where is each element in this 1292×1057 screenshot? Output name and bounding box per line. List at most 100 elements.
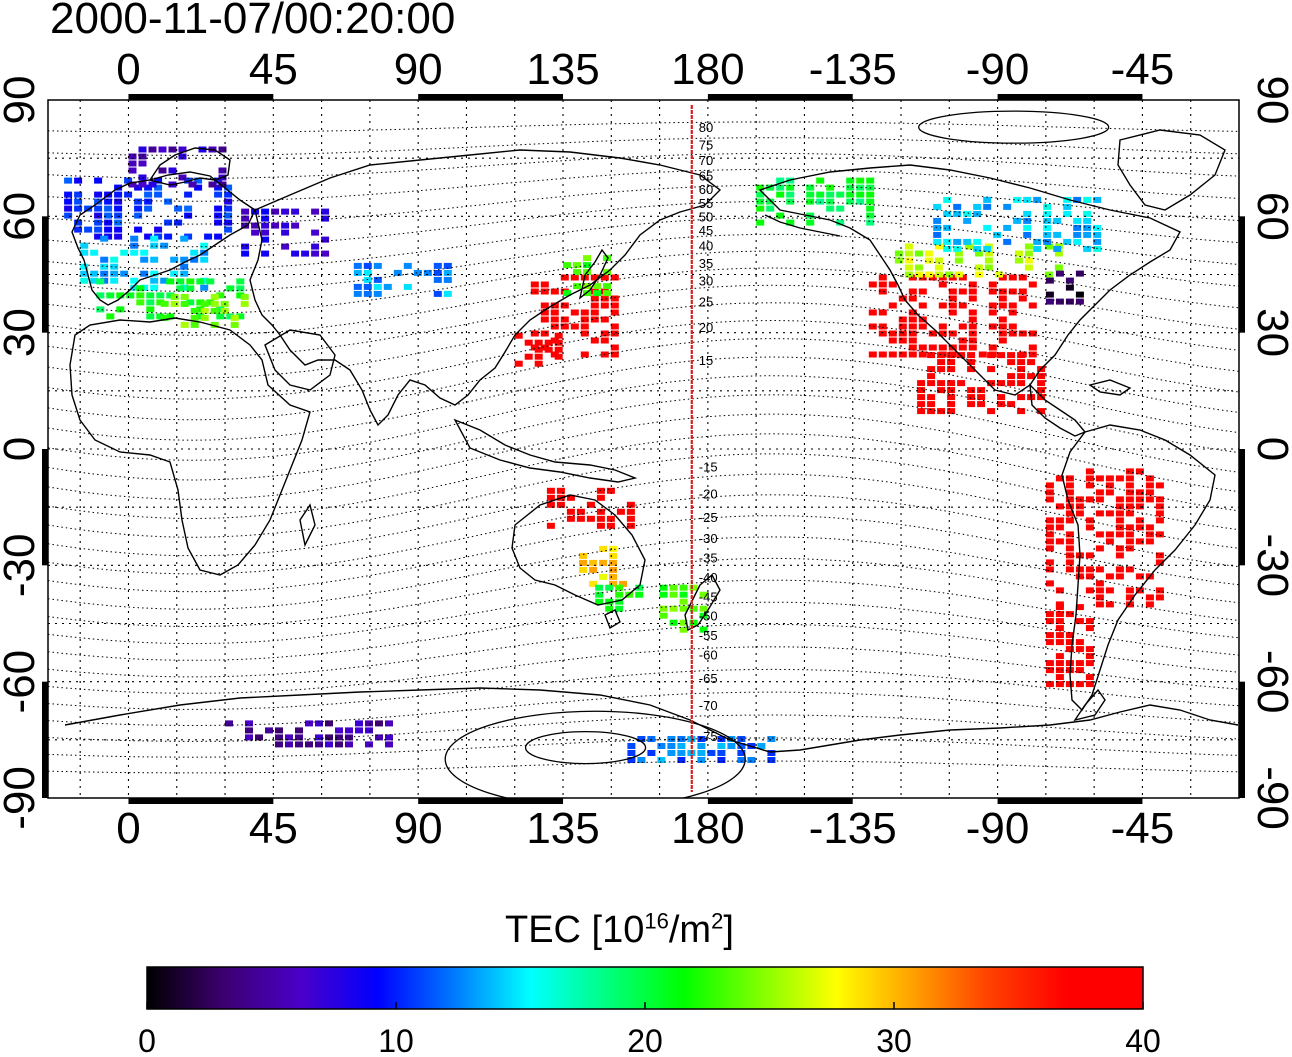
tec-cell-12 bbox=[914, 264, 923, 271]
tec-cell-6 bbox=[393, 269, 402, 276]
tec-cell-7 bbox=[570, 309, 579, 316]
tec-cell-12 bbox=[924, 250, 933, 257]
tec-cell-10 bbox=[786, 198, 795, 205]
tec-cell-22 bbox=[667, 736, 676, 742]
tec-cell-10 bbox=[866, 212, 875, 219]
tec-cell-16 bbox=[1125, 566, 1134, 573]
tec-cell-6 bbox=[443, 276, 452, 283]
tec-cell-10 bbox=[776, 177, 785, 184]
tec-cell-5 bbox=[281, 208, 290, 215]
tec-cell-5 bbox=[261, 215, 270, 222]
tec-cell-0 bbox=[74, 191, 83, 198]
tec-cell-15 bbox=[927, 401, 936, 408]
tec-cell-0 bbox=[224, 205, 233, 212]
tec-cell-4 bbox=[210, 321, 219, 328]
tec-cell-16 bbox=[1125, 496, 1134, 503]
tec-cell-9 bbox=[573, 269, 581, 276]
tec-cell-20 bbox=[679, 584, 688, 591]
tec-cell-15 bbox=[967, 352, 976, 359]
tec-cell-3 bbox=[146, 306, 155, 313]
tec-cell-3 bbox=[146, 299, 155, 306]
tec-cell-3 bbox=[216, 313, 225, 320]
coastlines bbox=[64, 129, 1239, 753]
tec-cell-11 bbox=[958, 288, 967, 295]
tec-cell-22 bbox=[737, 736, 746, 742]
tec-cell-21 bbox=[605, 605, 614, 612]
tec-cell-7 bbox=[550, 309, 559, 316]
frame-band-left bbox=[42, 681, 48, 798]
maglat-label: -35 bbox=[699, 551, 718, 566]
tec-cell-21 bbox=[605, 584, 614, 591]
tec-cell-15 bbox=[917, 401, 926, 408]
tec-cell-23 bbox=[345, 741, 353, 748]
tec-cell-11 bbox=[968, 330, 977, 337]
coast-caribbean bbox=[1088, 379, 1132, 396]
tec-cell-22 bbox=[767, 736, 776, 742]
tec-cell-16 bbox=[1145, 496, 1154, 503]
tec-cell-12 bbox=[964, 243, 973, 250]
tec-cell-0 bbox=[104, 212, 113, 219]
tec-cell-15 bbox=[977, 387, 986, 394]
tec-cell-5 bbox=[311, 208, 320, 215]
tick-label-lat-right: -30 bbox=[1248, 534, 1292, 598]
tec-cell-11 bbox=[1008, 330, 1017, 337]
tec-cell-16 bbox=[1095, 601, 1104, 608]
tec-cell-11 bbox=[878, 330, 887, 337]
tec-cell-15 bbox=[957, 352, 966, 359]
tec-cell-11 bbox=[1028, 330, 1037, 337]
tec-cell-4 bbox=[170, 293, 179, 300]
tec-cell-13 bbox=[1093, 245, 1102, 252]
tec-cell-22 bbox=[637, 736, 646, 742]
tec-cell-15 bbox=[1037, 408, 1046, 415]
tec-cell-16 bbox=[1095, 531, 1104, 538]
tec-cell-0 bbox=[144, 198, 153, 205]
tec-cell-13 bbox=[1043, 210, 1052, 217]
tec-cell-10 bbox=[806, 219, 815, 226]
tec-cell-4 bbox=[190, 321, 199, 328]
tec-cell-11 bbox=[988, 344, 997, 351]
tec-cell-7 bbox=[540, 330, 549, 337]
tec-cell-16 bbox=[1135, 524, 1144, 531]
tec-cell-5 bbox=[291, 250, 300, 257]
tec-cell-14 bbox=[1065, 284, 1074, 291]
tec-cell-15 bbox=[927, 380, 936, 387]
maglat-label: -65 bbox=[699, 671, 718, 686]
tec-cell-6 bbox=[433, 262, 442, 269]
tec-cell-4 bbox=[200, 307, 209, 314]
tec-cell-11 bbox=[988, 323, 997, 330]
tec-cell-0 bbox=[164, 233, 173, 240]
tec-cell-15 bbox=[1037, 373, 1046, 380]
tec-cell-16 bbox=[1115, 517, 1124, 524]
tec-cell-16 bbox=[1055, 587, 1064, 594]
tec-cell-16 bbox=[1045, 559, 1054, 566]
tec-cell-11 bbox=[908, 309, 917, 316]
tec-cell-11 bbox=[1018, 330, 1027, 337]
tec-cell-16 bbox=[1105, 573, 1114, 580]
tec-cell-16 bbox=[1075, 510, 1084, 517]
tec-cell-15 bbox=[947, 380, 956, 387]
tec-cell-16 bbox=[1105, 482, 1114, 489]
tec-cell-13 bbox=[943, 210, 952, 217]
tec-cell-23 bbox=[275, 741, 283, 748]
tec-cell-16 bbox=[1145, 524, 1154, 531]
tec-cell-0 bbox=[214, 219, 223, 226]
tec-cell-7 bbox=[610, 309, 619, 316]
tec-cell-11 bbox=[908, 344, 917, 351]
tec-cell-10 bbox=[816, 198, 825, 205]
tec-cell-15 bbox=[1017, 359, 1026, 366]
maglat-contour bbox=[48, 760, 1239, 774]
tec-cell-14 bbox=[1045, 298, 1054, 305]
tec-cell-0 bbox=[214, 191, 223, 198]
tec-cell-19 bbox=[589, 580, 598, 587]
tec-cell-7 bbox=[610, 344, 619, 351]
maglat-contour bbox=[48, 453, 1239, 538]
tec-cell-10 bbox=[856, 184, 865, 191]
tec-cell-11 bbox=[1028, 302, 1037, 309]
tec-cell-10 bbox=[766, 184, 775, 191]
tec-cell-8 bbox=[524, 353, 533, 360]
maglat-contour bbox=[48, 601, 1239, 661]
tec-cell-6 bbox=[363, 262, 372, 269]
tec-cell-7 bbox=[540, 316, 549, 323]
tec-cell-10 bbox=[866, 191, 875, 198]
tec-cell-0 bbox=[134, 184, 143, 191]
